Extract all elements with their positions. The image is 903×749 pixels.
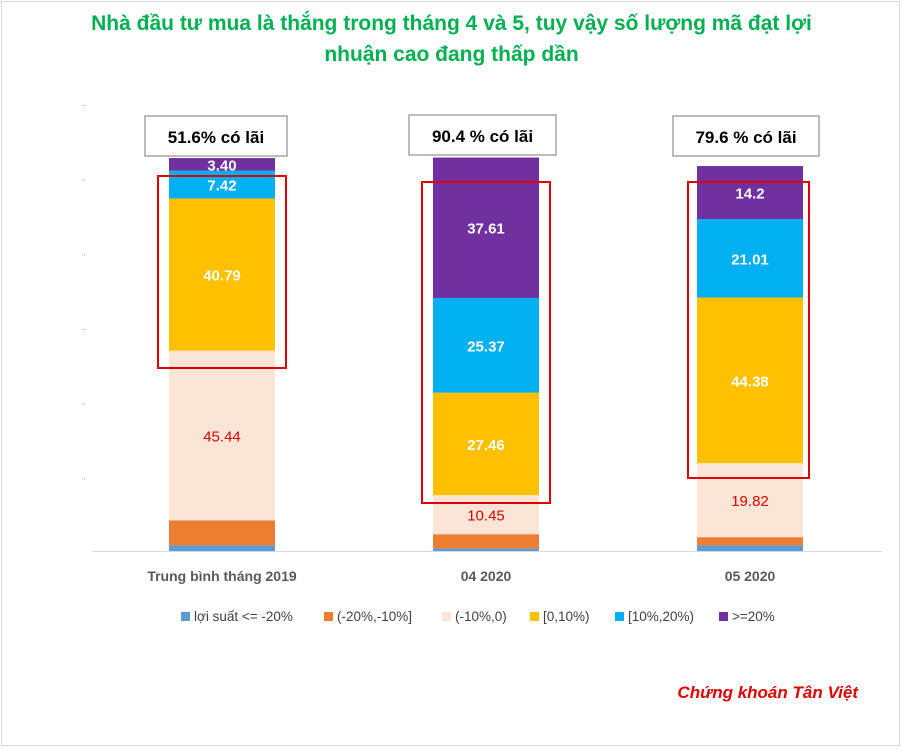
highlight-box: [421, 181, 551, 504]
annotation-text: 79.6 % có lãi: [695, 128, 796, 147]
legend-label: lợi suất <= -20%: [194, 609, 293, 624]
data-label: 3.40: [207, 157, 236, 174]
bar-segment: [169, 545, 275, 551]
legend-swatch: [442, 612, 451, 621]
legend-label: (-20%,-10%]: [337, 609, 412, 624]
highlight-box: [157, 175, 287, 369]
chart-title-line-1: Nhà đầu tư mua là thắng trong tháng 4 và…: [91, 12, 812, 35]
data-label: 7.42: [207, 178, 236, 195]
bar-segment: [433, 534, 539, 549]
legend-swatch: [181, 612, 190, 621]
legend-label: [10%,20%): [628, 609, 694, 624]
y-tick-label: ..: [81, 98, 86, 108]
y-tick-label: ..: [81, 247, 86, 257]
y-tick-label: ..: [81, 397, 86, 407]
data-label: 45.44: [203, 429, 241, 446]
bar-segment: [169, 158, 275, 171]
legend-label: (-10%,0): [455, 609, 507, 624]
y-tick-label: ..: [81, 471, 86, 481]
bar-segment: [433, 548, 539, 551]
data-label: 10.45: [467, 508, 505, 525]
legend-label: >=20%: [732, 609, 775, 624]
annotation-box: [144, 115, 288, 157]
data-label: 44.38: [731, 373, 769, 390]
annotation-box: [672, 115, 820, 157]
annotation-box: [408, 114, 557, 156]
legend-swatch: [719, 612, 728, 621]
data-label: 19.82: [731, 493, 769, 510]
bar-segment: [433, 297, 539, 393]
legend-swatch: [324, 612, 333, 621]
chart-title-line-2: nhuận cao đang thấp dần: [324, 43, 579, 66]
legend-swatch: [530, 612, 539, 621]
bar-segment: [169, 520, 275, 546]
bar-segment: [169, 350, 275, 521]
data-label: 14.2: [735, 186, 764, 203]
x-tick-label: 04 2020: [461, 568, 512, 584]
bar-segment: [433, 157, 539, 298]
bar-segment: [697, 219, 803, 298]
annotation-text: 51.6% có lãi: [168, 128, 264, 147]
bar-segment: [697, 463, 803, 538]
legend-label: [0,10%): [543, 609, 590, 624]
data-label: 27.46: [467, 437, 505, 454]
bar-segment: [433, 392, 539, 496]
annotation-text: 90.4 % có lãi: [432, 127, 533, 146]
bar-segment: [697, 166, 803, 220]
x-tick-label: 05 2020: [725, 568, 776, 584]
bar-segment: [697, 545, 803, 551]
chart-title: Nhà đầu tư mua là thắng trong tháng 4 và…: [0, 8, 903, 70]
bar-segment: [169, 198, 275, 351]
data-label: 40.79: [203, 268, 241, 285]
data-label: 21.01: [731, 251, 769, 268]
source-label: Chứng khoán Tân Việt: [677, 683, 858, 702]
legend-swatch: [615, 612, 624, 621]
bar-segment: [697, 537, 803, 546]
data-label: 37.61: [467, 221, 505, 238]
x-tick-label: Trung bình tháng 2019: [147, 568, 297, 584]
y-tick-label: ..: [81, 173, 86, 183]
y-tick-label: ..: [81, 322, 86, 332]
data-label: 25.37: [467, 338, 505, 355]
bar-segment: [697, 297, 803, 464]
bar-segment: [433, 495, 539, 535]
highlight-box: [687, 181, 810, 479]
